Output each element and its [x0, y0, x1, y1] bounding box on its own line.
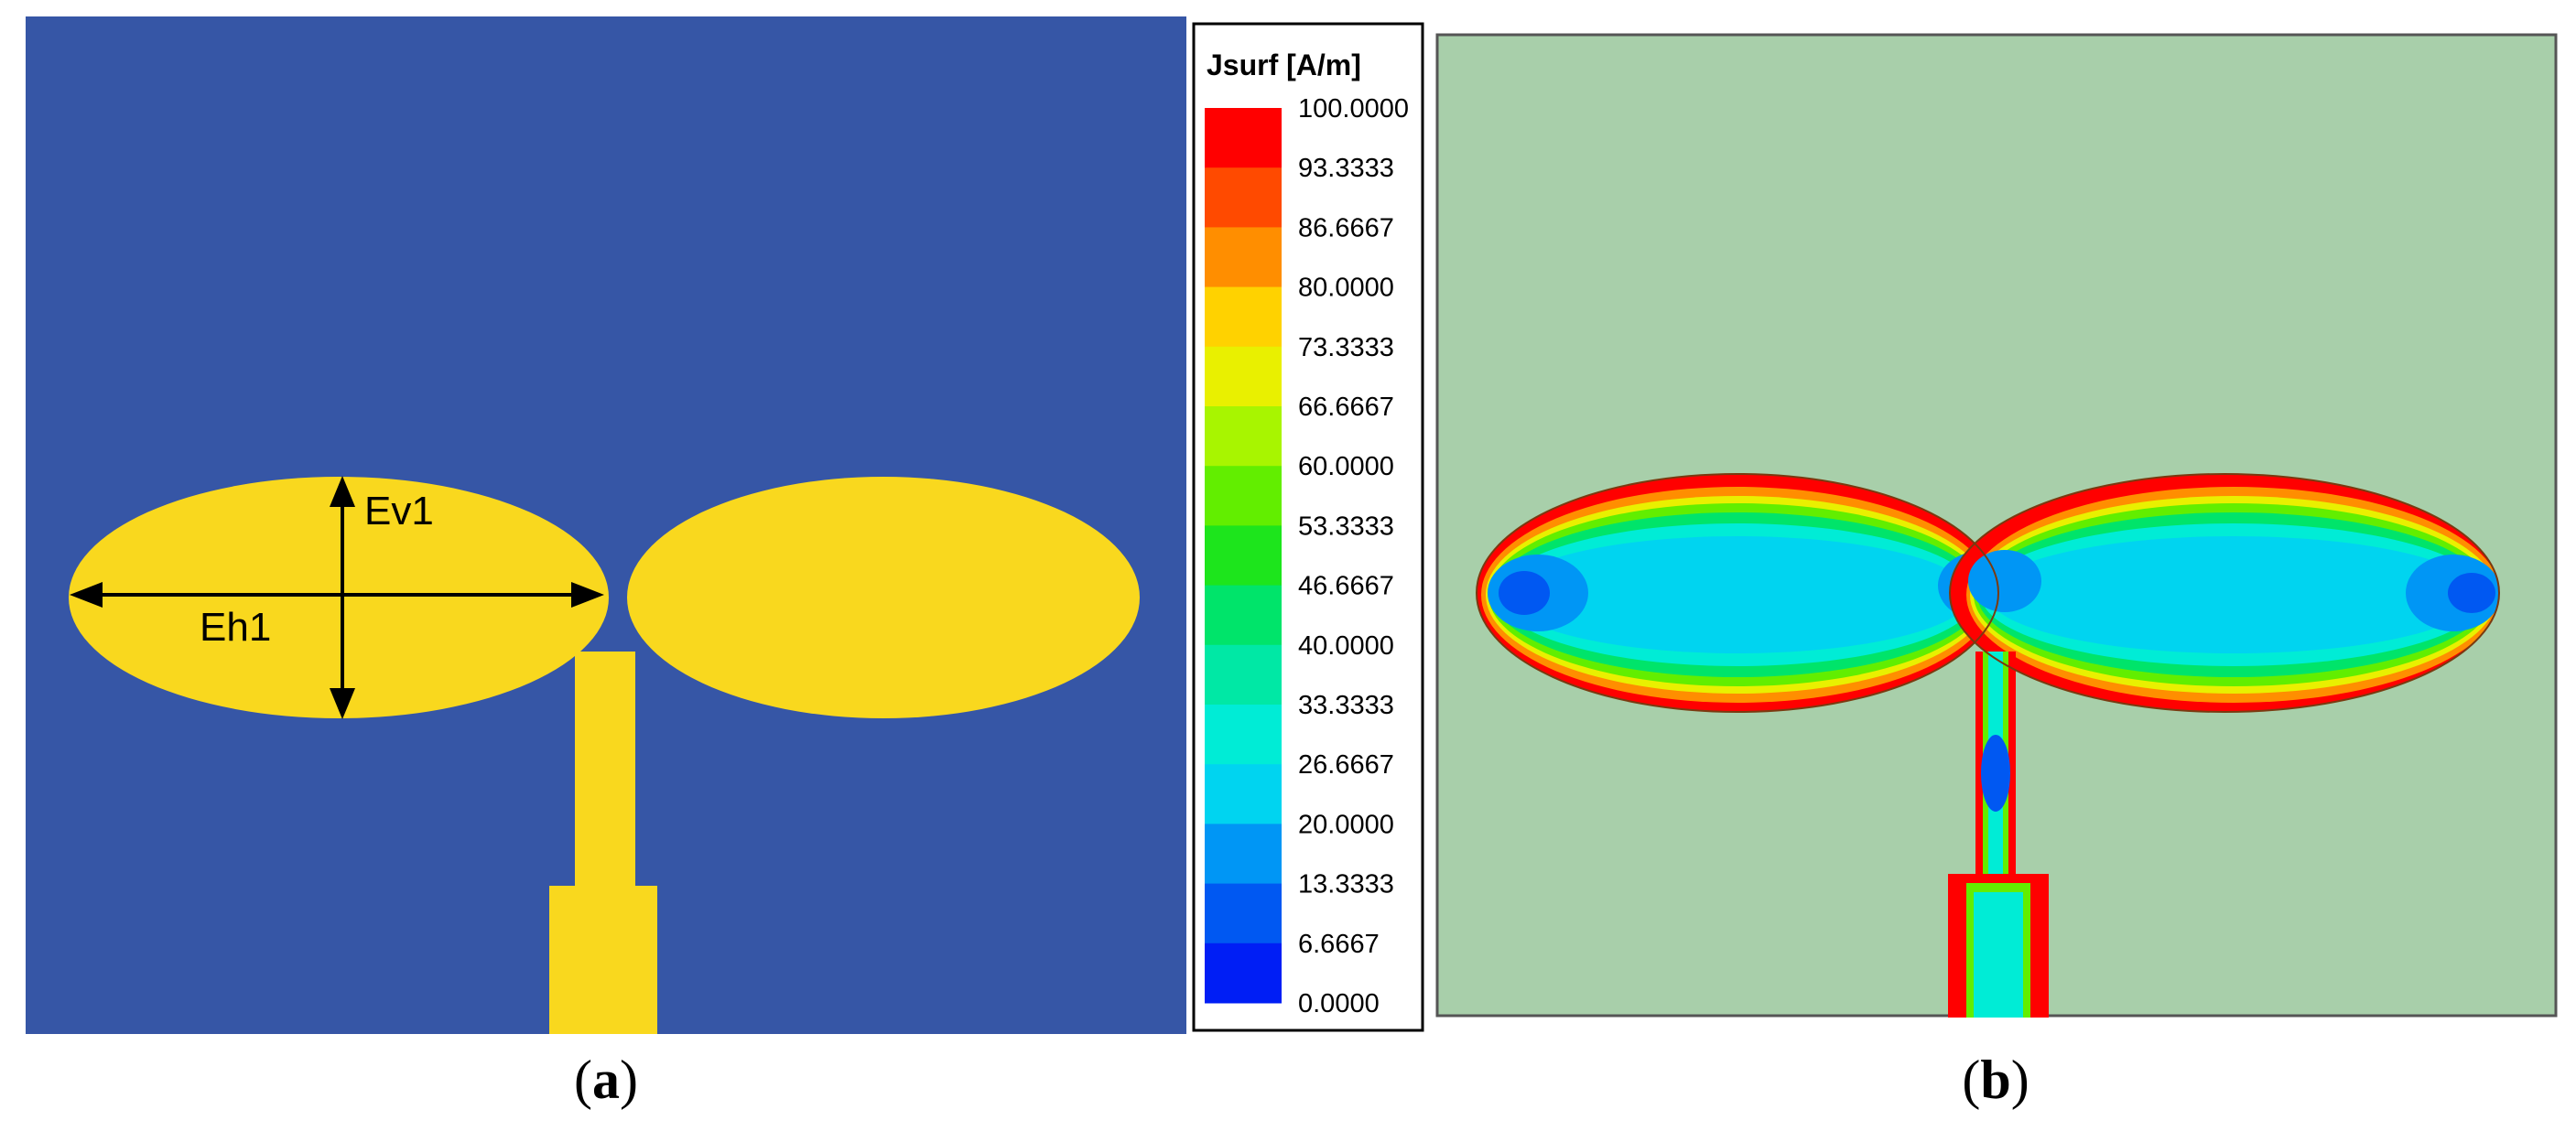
dimension-arrows [70, 476, 604, 719]
legend-band [1205, 525, 1282, 587]
legend-tick-labels: 100.0000 93.3333 86.6667 80.0000 73.3333 66.6… [1298, 94, 1409, 1018]
legend-band [1205, 466, 1282, 526]
legend-tick-label: 80.0000 [1298, 274, 1394, 303]
legend-tick-label: 13.3333 [1298, 870, 1394, 899]
legend-tick-label: 93.3333 [1298, 154, 1394, 183]
caption-b: (b) [1962, 1050, 2029, 1110]
legend-tick-label: 66.6667 [1298, 393, 1394, 422]
legend-band [1205, 167, 1282, 228]
left-elliptical-patch [69, 477, 609, 718]
legend-tick-label: 40.0000 [1298, 631, 1394, 661]
eh1-arrowhead-right [571, 582, 604, 608]
legend-band [1205, 705, 1282, 765]
legend-tick-label: 6.6667 [1298, 930, 1380, 959]
feed-port [549, 886, 657, 1034]
legend-tick-label: 26.6667 [1298, 750, 1394, 780]
legend-tick-label: 20.0000 [1298, 810, 1394, 839]
left-patch-outline [1476, 473, 1999, 713]
legend-band [1205, 824, 1282, 885]
legend-band [1205, 764, 1282, 824]
legend-tick-label: 60.0000 [1298, 452, 1394, 481]
legend-tick-label: 73.3333 [1298, 333, 1394, 362]
feed-line [575, 652, 635, 889]
legend-tick-label: 53.3333 [1298, 512, 1394, 541]
legend-color-bands [1205, 108, 1282, 1004]
right-patch-current [1950, 474, 2499, 712]
legend-band [1205, 406, 1282, 467]
legend-tick-label: 33.3333 [1298, 691, 1394, 720]
legend-band [1205, 644, 1282, 706]
ev1-label: Ev1 [364, 489, 434, 533]
panel-b: (b) [1435, 33, 2558, 1110]
legend-tick-label: 0.0000 [1298, 989, 1380, 1018]
caption-a: (a) [574, 1050, 638, 1110]
legend-band [1205, 227, 1282, 288]
legend-title: Jsurf [A/m] [1207, 48, 1361, 81]
legend-band [1205, 942, 1282, 1004]
legend-band [1205, 883, 1282, 944]
legend-band [1205, 286, 1282, 348]
legend-tick-label: 100.0000 [1298, 94, 1409, 124]
legend-band [1205, 346, 1282, 407]
panel-a: Ev1 Eh1 (a) [26, 16, 1186, 1110]
eh1-arrowhead-left [70, 582, 103, 608]
legend-tick-label: 86.6667 [1298, 213, 1394, 242]
legend-tick-label: 46.6667 [1298, 572, 1394, 601]
legend-band [1205, 585, 1282, 646]
legend-band [1205, 108, 1282, 168]
color-legend: Jsurf [A/m] 100.0000 93.3333 86.6667 80.000… [1192, 22, 1424, 1032]
right-elliptical-patch [627, 477, 1140, 718]
right-patch-outline [1949, 473, 2500, 713]
left-patch-current [1477, 474, 1998, 712]
antenna-patch [69, 477, 1140, 1034]
eh1-label: Eh1 [200, 605, 271, 650]
ev1-arrowhead-bottom [330, 688, 355, 719]
ev1-arrowhead-top [330, 476, 355, 507]
